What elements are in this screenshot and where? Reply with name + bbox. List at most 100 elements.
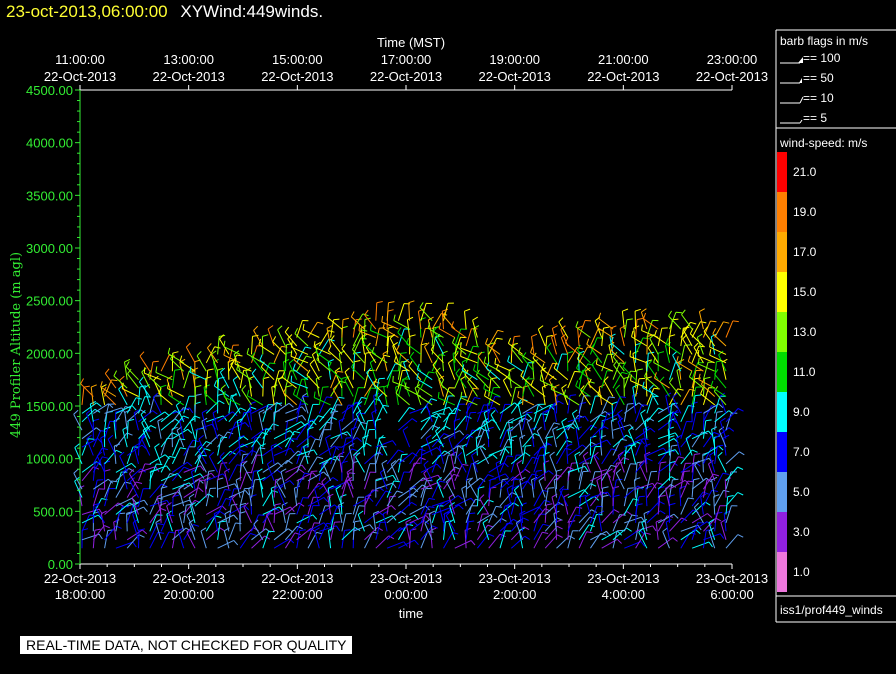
barb-staff	[578, 320, 586, 338]
barb-flag	[534, 432, 541, 437]
wind-barb	[296, 395, 309, 414]
wind-barb	[278, 485, 286, 507]
barb-staff	[206, 505, 223, 515]
barb-staff	[499, 476, 514, 490]
barb-flag	[588, 524, 595, 528]
barb-staff	[419, 307, 433, 322]
wind-barb	[398, 418, 418, 431]
wind-barb	[176, 426, 185, 448]
barb-flag	[183, 415, 190, 419]
barb-staff	[307, 496, 325, 507]
barb-staff	[372, 513, 377, 532]
barb-staff	[612, 479, 617, 498]
barb-flag	[121, 382, 124, 389]
barb-flag	[246, 389, 250, 396]
wind-barb	[702, 419, 712, 439]
barb-flag	[520, 370, 524, 377]
wind-barb	[154, 443, 162, 465]
wind-barb	[719, 417, 727, 439]
wind-barb	[472, 316, 479, 338]
barb-staff	[522, 473, 533, 490]
wind-barb	[708, 518, 716, 540]
barb-staff	[262, 401, 278, 414]
wind-barb	[139, 351, 151, 372]
barb-flag	[681, 309, 686, 315]
barb-flag	[532, 456, 539, 460]
barb-flag	[326, 396, 333, 399]
barb-staff	[238, 437, 241, 456]
wind-barb	[386, 449, 404, 465]
barb-flag	[531, 476, 538, 481]
barb-staff	[294, 333, 309, 347]
barb-staff	[465, 498, 477, 515]
barb-staff	[124, 361, 128, 380]
barb-staff	[519, 437, 524, 456]
wind-barb	[668, 310, 682, 330]
barb-staff	[420, 424, 434, 440]
barb-staff	[712, 333, 727, 347]
wind-barb	[579, 385, 591, 406]
barb-flag	[694, 377, 701, 380]
barb-staff	[443, 513, 446, 532]
x2-tick-time: 11:00:00	[55, 52, 105, 67]
wind-barb	[657, 537, 678, 549]
barb-flag	[527, 480, 532, 486]
barb-staff	[234, 363, 252, 372]
barb-flag	[337, 505, 344, 508]
barb-flag	[662, 527, 668, 532]
barb-staff	[576, 367, 591, 381]
barb-staff	[296, 346, 306, 364]
barb-flag	[230, 359, 236, 365]
barb-flag	[423, 460, 429, 466]
barb-flag	[86, 409, 92, 414]
barb-staff	[350, 316, 365, 330]
wind-barb	[658, 449, 680, 456]
wind-barb	[205, 400, 225, 414]
barb-staff	[612, 396, 621, 414]
wind-barb	[330, 431, 352, 440]
barb-staff	[330, 481, 348, 490]
barb-staff	[364, 387, 372, 406]
wind-barb	[465, 411, 477, 431]
barb-staff	[172, 499, 190, 507]
wind-barb	[409, 334, 416, 355]
barb-flag	[717, 444, 724, 447]
barb-staff	[499, 430, 507, 448]
wind-barb	[460, 350, 478, 364]
wind-barb	[296, 514, 318, 524]
barb-flag	[627, 487, 634, 489]
wind-barb	[578, 470, 589, 490]
wind-barb	[318, 407, 337, 423]
wind-barb	[100, 384, 107, 405]
wind-barb	[131, 493, 139, 515]
barb-staff	[522, 446, 526, 464]
wind-barb	[476, 351, 485, 372]
barb-flag	[439, 480, 446, 483]
barb-staff	[183, 505, 187, 523]
wind-barb	[638, 527, 648, 549]
wind-barb	[351, 361, 365, 381]
barb-staff	[462, 446, 467, 464]
barb-staff	[228, 464, 238, 482]
barb-flag	[379, 327, 386, 329]
barb-staff	[73, 414, 83, 431]
barb-staff	[293, 368, 309, 381]
barb-staff	[409, 356, 422, 372]
barb-staff	[496, 369, 512, 381]
barb-staff	[590, 491, 602, 507]
barb-flag	[131, 405, 137, 411]
wind-barb	[578, 531, 593, 549]
barb-flag	[697, 357, 700, 364]
barb-flag	[88, 438, 95, 440]
barb-flag	[708, 459, 714, 465]
barb-staff	[179, 420, 185, 439]
barb-staff	[635, 378, 640, 397]
barb-flag	[298, 502, 305, 507]
barb-flag	[507, 455, 514, 458]
wind-barb	[725, 466, 744, 482]
wind-barb	[420, 398, 438, 414]
barb-flag	[243, 502, 249, 507]
barb-staff	[544, 362, 554, 380]
barb-staff	[624, 541, 642, 549]
speed-swatch	[777, 352, 787, 392]
